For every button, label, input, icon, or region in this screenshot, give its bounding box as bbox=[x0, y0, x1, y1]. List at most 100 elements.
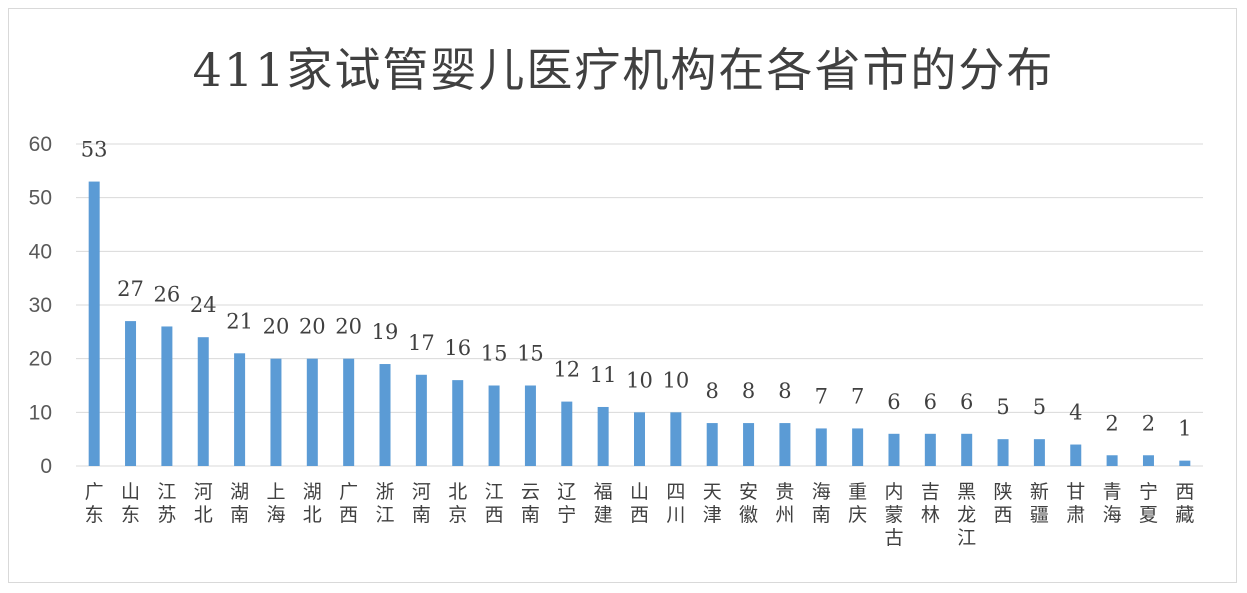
bar bbox=[561, 401, 573, 466]
x-tick-label: 广东 bbox=[85, 481, 104, 526]
x-tick-label: 海南 bbox=[812, 481, 831, 526]
x-tick-label: 山东 bbox=[121, 481, 140, 526]
chart-title: 411家试管婴儿医疗机构在各省市的分布 bbox=[192, 43, 1055, 97]
y-tick-label: 50 bbox=[29, 187, 52, 210]
x-tick-label: 新疆 bbox=[1030, 481, 1049, 526]
x-tick-label: 河北 bbox=[194, 481, 213, 526]
data-label: 53 bbox=[81, 138, 108, 162]
x-tick-label: 西藏 bbox=[1175, 481, 1194, 526]
bar bbox=[779, 423, 791, 466]
x-tick-label: 安徽 bbox=[739, 481, 758, 526]
data-label: 6 bbox=[960, 390, 973, 414]
x-tick-label: 北京 bbox=[448, 481, 467, 526]
x-tick-label: 福建 bbox=[594, 481, 613, 526]
y-tick-label: 30 bbox=[29, 294, 52, 317]
data-label: 8 bbox=[706, 379, 719, 403]
x-tick-label: 江苏 bbox=[157, 481, 176, 526]
x-tick-label: 江西 bbox=[485, 481, 504, 526]
bar bbox=[1033, 439, 1045, 466]
data-label: 5 bbox=[996, 395, 1009, 419]
data-label: 12 bbox=[553, 358, 580, 382]
data-label: 20 bbox=[263, 315, 290, 339]
bar bbox=[706, 423, 718, 466]
bar bbox=[379, 364, 391, 466]
bar bbox=[997, 439, 1009, 466]
x-tick-label: 贵州 bbox=[775, 481, 794, 526]
bar bbox=[524, 385, 536, 466]
bar bbox=[306, 358, 318, 466]
data-label: 20 bbox=[335, 315, 362, 339]
x-tick-label: 重庆 bbox=[848, 481, 867, 526]
x-tick-label: 山西 bbox=[630, 481, 649, 526]
data-label: 6 bbox=[924, 390, 937, 414]
y-tick-label: 20 bbox=[29, 348, 52, 371]
data-label: 27 bbox=[117, 277, 144, 301]
data-label: 11 bbox=[590, 363, 617, 387]
bar bbox=[197, 337, 209, 466]
data-label: 8 bbox=[778, 379, 791, 403]
data-label: 8 bbox=[742, 379, 755, 403]
data-label: 15 bbox=[517, 342, 544, 366]
data-label: 21 bbox=[226, 309, 253, 333]
data-label: 1 bbox=[1178, 417, 1191, 441]
bar bbox=[1106, 455, 1118, 466]
y-tick-label: 0 bbox=[40, 455, 52, 478]
bar bbox=[1070, 444, 1082, 466]
bar bbox=[815, 428, 827, 466]
bar bbox=[234, 353, 246, 466]
data-label: 17 bbox=[408, 331, 435, 355]
data-label: 16 bbox=[444, 336, 471, 360]
x-tick-label: 上海 bbox=[266, 481, 285, 526]
x-tick-label: 湖南 bbox=[230, 481, 249, 526]
x-tick-label: 青海 bbox=[1103, 481, 1122, 526]
x-tick-label: 河南 bbox=[412, 481, 431, 526]
x-tick-label: 辽宁 bbox=[557, 481, 576, 526]
bar bbox=[88, 181, 100, 467]
bar bbox=[270, 358, 282, 466]
bar bbox=[670, 412, 682, 466]
data-label: 19 bbox=[372, 320, 399, 344]
x-tick-label: 吉林 bbox=[921, 481, 940, 526]
bar bbox=[924, 433, 936, 466]
data-label: 15 bbox=[481, 342, 508, 366]
data-label: 26 bbox=[154, 282, 181, 306]
data-label: 7 bbox=[815, 384, 828, 408]
bar bbox=[888, 433, 900, 466]
bar bbox=[488, 385, 500, 466]
bar bbox=[597, 406, 609, 466]
data-label: 20 bbox=[299, 315, 326, 339]
y-tick-label: 40 bbox=[29, 240, 52, 263]
bar bbox=[125, 321, 137, 466]
x-tick-label: 云南 bbox=[521, 481, 540, 526]
bar bbox=[1142, 455, 1154, 466]
bar bbox=[1179, 460, 1191, 466]
x-tick-label: 甘肃 bbox=[1066, 481, 1085, 526]
data-label: 5 bbox=[1033, 395, 1046, 419]
data-label: 2 bbox=[1142, 411, 1155, 435]
x-tick-label: 黑龙江 bbox=[957, 481, 976, 549]
bar bbox=[961, 433, 973, 466]
y-tick-label: 60 bbox=[29, 133, 52, 156]
data-label: 4 bbox=[1069, 401, 1082, 425]
data-label: 6 bbox=[887, 390, 900, 414]
x-tick-label: 天津 bbox=[703, 481, 722, 526]
data-label: 24 bbox=[190, 293, 217, 317]
bar bbox=[452, 380, 464, 466]
bar bbox=[343, 358, 355, 466]
bar bbox=[161, 326, 173, 466]
x-tick-label: 广西 bbox=[339, 481, 358, 526]
bar bbox=[634, 412, 645, 466]
bar bbox=[743, 423, 755, 466]
x-tick-label: 四川 bbox=[666, 481, 685, 526]
x-tick-label: 内蒙古 bbox=[884, 481, 903, 549]
x-tick-label: 宁夏 bbox=[1139, 481, 1158, 526]
data-label: 2 bbox=[1105, 411, 1118, 435]
x-tick-label: 陕西 bbox=[994, 481, 1013, 526]
bar bbox=[852, 428, 864, 466]
chart-frame bbox=[8, 8, 1237, 583]
x-tick-label: 湖北 bbox=[303, 481, 322, 526]
data-label: 10 bbox=[662, 368, 689, 392]
x-tick-label: 浙江 bbox=[376, 481, 395, 526]
data-label: 10 bbox=[626, 368, 653, 392]
